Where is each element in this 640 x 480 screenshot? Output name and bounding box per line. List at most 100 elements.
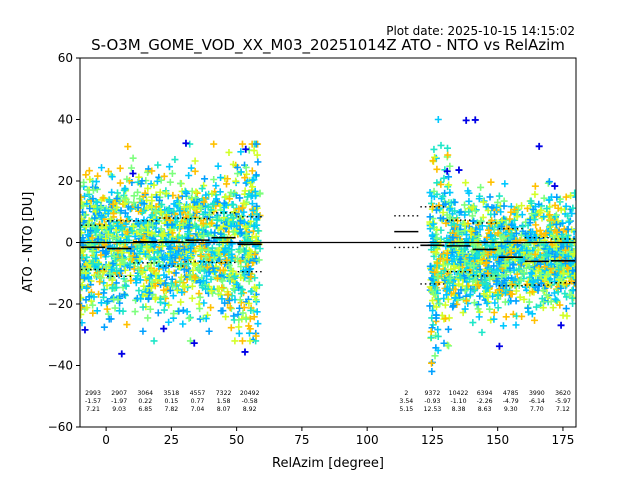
- scatter-point: [229, 228, 237, 236]
- scatter-point: [97, 203, 105, 211]
- scatter-point: [107, 223, 115, 231]
- scatter-point: [124, 203, 132, 211]
- scatter-point: [117, 216, 125, 224]
- scatter-point: [571, 189, 576, 197]
- scatter-point: [207, 206, 215, 214]
- bin-std: 12.53: [424, 406, 442, 413]
- scatter-point: [478, 279, 486, 287]
- scatter-point: [170, 310, 178, 318]
- scatter-point: [459, 282, 467, 290]
- scatter-point: [88, 234, 96, 242]
- scatter-point: [441, 315, 449, 323]
- scatter-point: [249, 207, 257, 215]
- scatter-point: [461, 211, 469, 219]
- bin-statistics: [80, 206, 576, 287]
- scatter-point: [185, 171, 193, 179]
- scatter-point: [446, 162, 454, 170]
- scatter-point: [240, 267, 248, 275]
- scatter-point: [84, 220, 92, 228]
- scatter-point: [443, 249, 451, 257]
- scatter-point: [157, 225, 165, 233]
- scatter-point: [475, 221, 483, 229]
- scatter-point: [433, 165, 441, 173]
- scatter-point: [525, 235, 533, 243]
- scatter-point: [444, 151, 452, 159]
- outlier-point: [242, 145, 250, 153]
- scatter-point: [208, 219, 216, 227]
- scatter-point: [552, 220, 560, 228]
- scatter-point: [172, 269, 180, 277]
- scatter-point: [462, 297, 470, 305]
- scatter-point: [134, 217, 142, 225]
- y-tick-label: −20: [48, 297, 73, 311]
- scatter-point: [153, 249, 161, 257]
- scatter-point: [217, 230, 225, 238]
- scatter-point: [232, 177, 240, 185]
- scatter-point: [202, 315, 210, 323]
- scatter-point: [154, 309, 162, 317]
- scatter-point: [445, 342, 453, 350]
- scatter-point: [200, 267, 208, 275]
- scatter-point: [474, 281, 482, 289]
- scatter-point: [213, 274, 221, 282]
- scatter-point: [238, 337, 246, 345]
- scatter-point: [109, 200, 117, 208]
- scatter-point: [546, 211, 554, 219]
- scatter-point: [215, 285, 223, 293]
- scatter-point: [118, 249, 126, 257]
- scatter-point: [184, 260, 192, 268]
- scatter-point: [461, 221, 469, 229]
- scatter-point: [552, 211, 560, 219]
- scatter-point: [471, 228, 479, 236]
- scatter-point: [153, 193, 161, 201]
- scatter-point: [120, 290, 128, 298]
- scatter-point: [251, 283, 259, 291]
- scatter-point: [110, 210, 118, 218]
- scatter-point: [434, 295, 442, 303]
- scatter-point: [485, 226, 493, 234]
- scatter-point: [187, 164, 195, 172]
- scatter-point: [105, 315, 113, 323]
- scatter-point: [454, 227, 462, 235]
- scatter-point: [104, 297, 112, 305]
- scatter-point: [141, 189, 149, 197]
- scatter-point: [518, 312, 526, 320]
- scatter-point: [537, 279, 545, 287]
- scatter-point: [144, 228, 152, 236]
- scatter-point: [248, 183, 256, 191]
- scatter-point: [158, 201, 166, 209]
- scatter-point: [491, 299, 499, 307]
- scatter-point: [429, 220, 437, 228]
- scatter-point: [537, 272, 545, 280]
- scatter-point: [166, 248, 174, 256]
- scatter-point: [205, 246, 213, 254]
- scatter-point: [216, 188, 224, 196]
- scatter-point: [441, 200, 449, 208]
- scatter-point: [455, 280, 463, 288]
- scatter-point: [139, 268, 147, 276]
- scatter-point: [151, 282, 159, 290]
- scatter-point: [451, 264, 459, 272]
- scatter-point: [437, 269, 445, 277]
- scatter-point: [194, 265, 202, 273]
- scatter-point: [484, 293, 492, 301]
- scatter-point: [470, 299, 478, 307]
- bin-mean: -1.57: [85, 398, 101, 405]
- scatter-point: [523, 280, 531, 288]
- scatter-point: [225, 261, 233, 269]
- scatter-point: [146, 275, 154, 283]
- scatter-point: [80, 193, 85, 201]
- scatter-point: [80, 202, 87, 210]
- scatter-point: [447, 265, 455, 273]
- scatter-point: [428, 199, 436, 207]
- scatter-point: [240, 199, 248, 207]
- scatter-point: [224, 290, 232, 298]
- scatter-point: [136, 195, 144, 203]
- scatter-point: [162, 189, 170, 197]
- scatter-point: [160, 286, 168, 294]
- scatter-point: [483, 299, 491, 307]
- scatter-point: [498, 222, 506, 230]
- scatter-point: [137, 295, 145, 303]
- scatter-point: [566, 248, 574, 256]
- scatter-point: [534, 246, 542, 254]
